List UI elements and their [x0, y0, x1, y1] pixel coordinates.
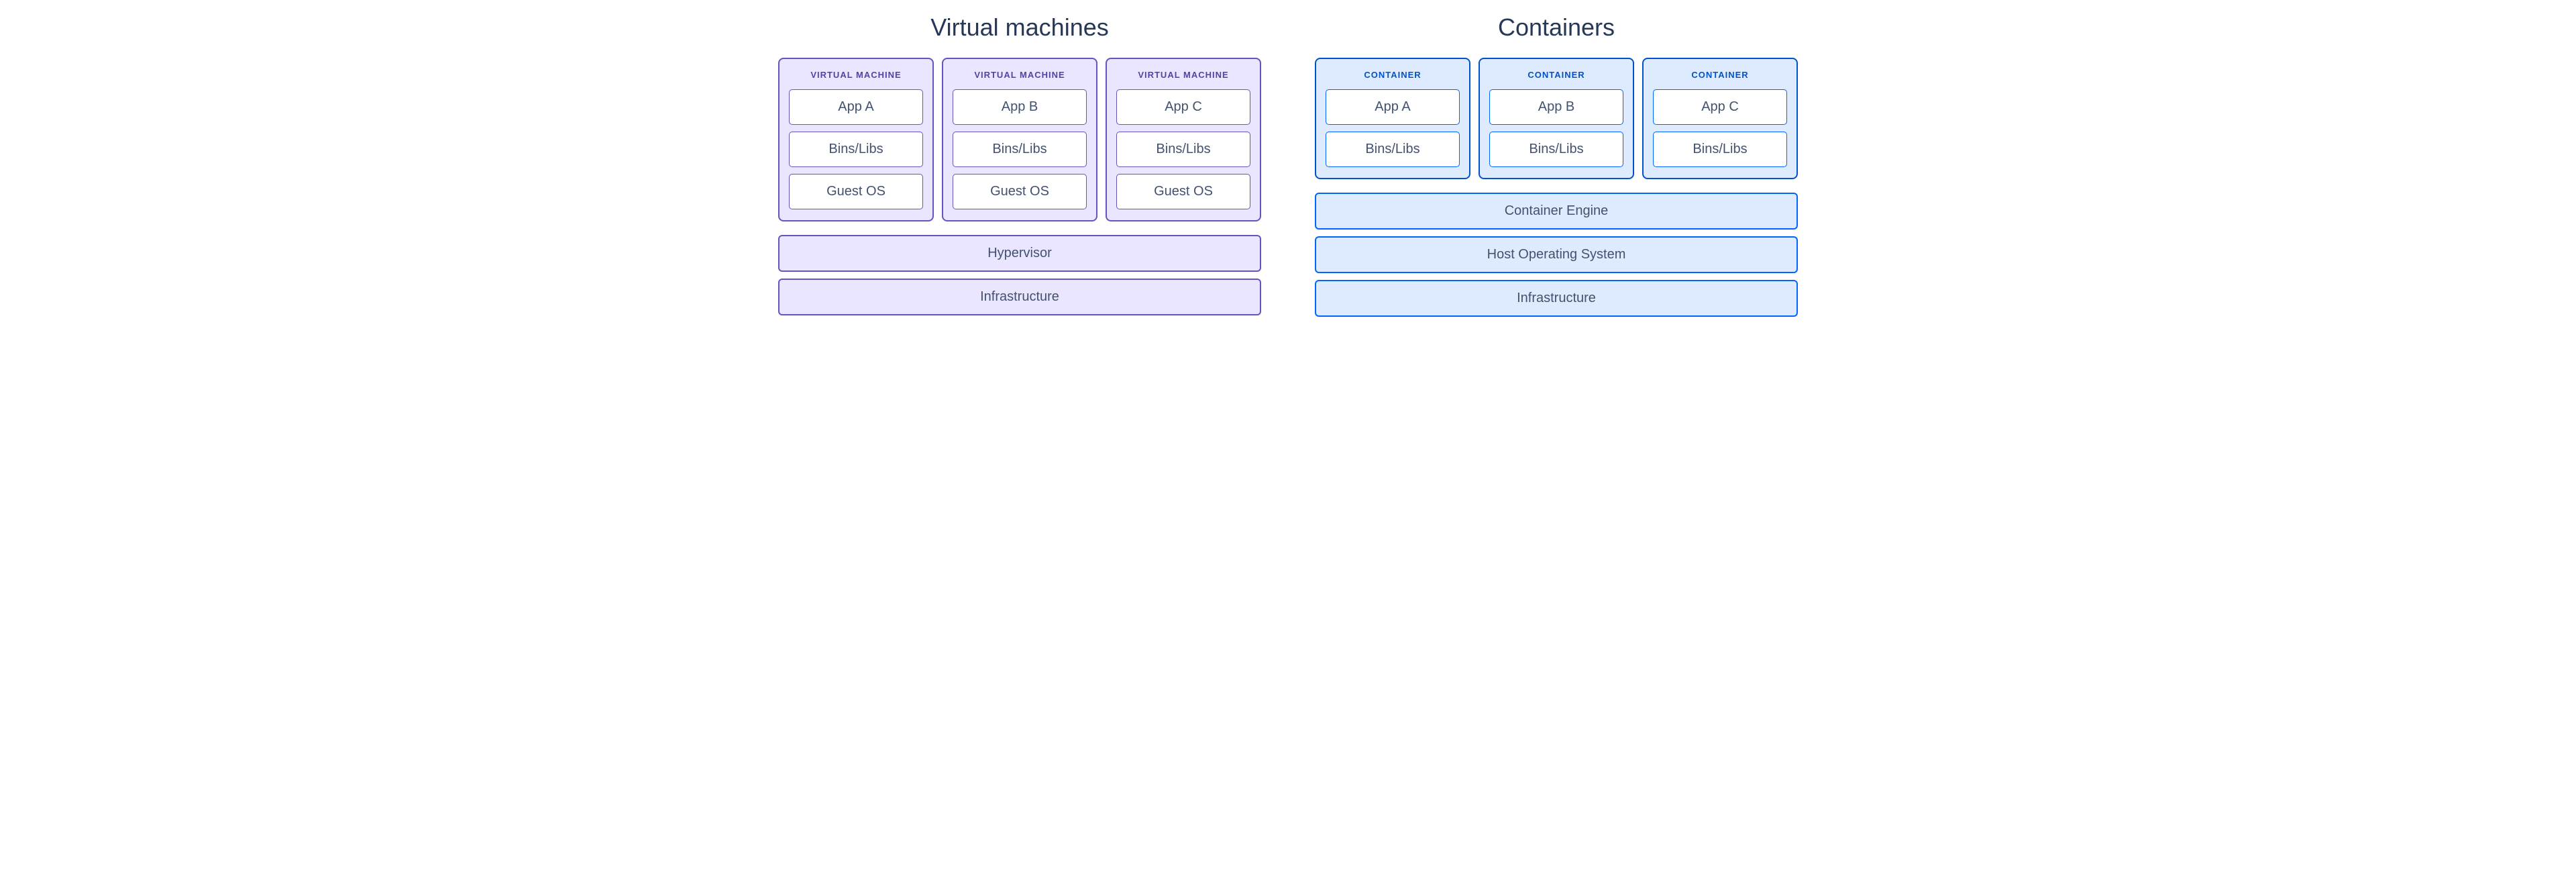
vm-os-layer: Guest OS — [1116, 174, 1250, 209]
container-column: Containers CONTAINER App A Bins/Libs CON… — [1315, 13, 1798, 324]
vm-os-layer: Guest OS — [789, 174, 923, 209]
container-app-layer: App C — [1653, 89, 1787, 125]
vm-instance: VIRTUAL MACHINE App A Bins/Libs Guest OS — [778, 58, 934, 221]
container-infrastructure-layer: Infrastructure — [1315, 280, 1798, 317]
container-engine-layer: Container Engine — [1315, 193, 1798, 230]
vm-bins-layer: Bins/Libs — [953, 132, 1087, 167]
container-app-layer: App A — [1326, 89, 1460, 125]
container-instance-label: CONTAINER — [1653, 70, 1787, 80]
vm-bins-layer: Bins/Libs — [789, 132, 923, 167]
container-instances-row: CONTAINER App A Bins/Libs CONTAINER App … — [1315, 58, 1798, 179]
vm-bins-layer: Bins/Libs — [1116, 132, 1250, 167]
container-host-os-layer: Host Operating System — [1315, 236, 1798, 273]
vm-infrastructure-layer: Infrastructure — [778, 279, 1261, 315]
container-bins-layer: Bins/Libs — [1326, 132, 1460, 167]
container-bins-layer: Bins/Libs — [1653, 132, 1787, 167]
vm-vs-containers-diagram: Virtual machines VIRTUAL MACHINE App A B… — [13, 13, 2563, 324]
vm-title: Virtual machines — [930, 13, 1108, 42]
vm-hypervisor-layer: Hypervisor — [778, 235, 1261, 272]
vm-instance-label: VIRTUAL MACHINE — [953, 70, 1087, 80]
vm-column: Virtual machines VIRTUAL MACHINE App A B… — [778, 13, 1261, 322]
vm-app-layer: App B — [953, 89, 1087, 125]
vm-os-layer: Guest OS — [953, 174, 1087, 209]
vm-instance: VIRTUAL MACHINE App B Bins/Libs Guest OS — [942, 58, 1097, 221]
vm-app-layer: App A — [789, 89, 923, 125]
vm-instance-label: VIRTUAL MACHINE — [789, 70, 923, 80]
vm-instance-label: VIRTUAL MACHINE — [1116, 70, 1250, 80]
container-bins-layer: Bins/Libs — [1489, 132, 1623, 167]
container-title: Containers — [1498, 13, 1615, 42]
container-instance: CONTAINER App C Bins/Libs — [1642, 58, 1798, 179]
vm-instances-row: VIRTUAL MACHINE App A Bins/Libs Guest OS… — [778, 58, 1261, 221]
container-instance: CONTAINER App B Bins/Libs — [1479, 58, 1634, 179]
vm-app-layer: App C — [1116, 89, 1250, 125]
container-app-layer: App B — [1489, 89, 1623, 125]
container-instance-label: CONTAINER — [1326, 70, 1460, 80]
container-instance-label: CONTAINER — [1489, 70, 1623, 80]
vm-instance: VIRTUAL MACHINE App C Bins/Libs Guest OS — [1106, 58, 1261, 221]
container-instance: CONTAINER App A Bins/Libs — [1315, 58, 1470, 179]
